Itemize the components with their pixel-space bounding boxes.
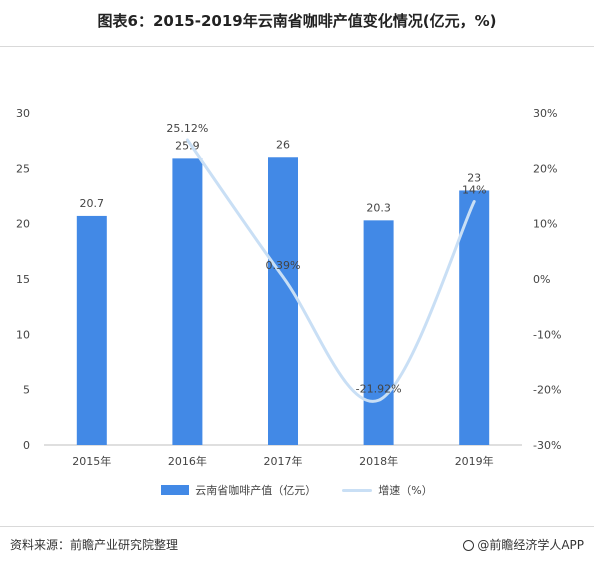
left-tick-label: 25 (16, 162, 30, 175)
bar-value-label: 23 (467, 171, 481, 184)
bar[interactable] (459, 190, 490, 445)
legend-bar-label: 云南省咖啡产值（亿元） (195, 484, 317, 497)
right-tick-label: 20% (533, 162, 557, 175)
left-tick-label: 20 (16, 218, 30, 231)
left-axis: 0 5 10 15 20 25 30 (16, 107, 30, 452)
bar[interactable] (268, 157, 298, 445)
left-tick-label: 0 (23, 439, 30, 452)
brand-text: @前瞻经济学人APP (477, 538, 584, 552)
right-tick-label: -30% (533, 439, 561, 452)
chart-title: 图表6：2015-2019年云南省咖啡产值变化情况(亿元，%) (97, 12, 497, 30)
left-tick-label: 30 (16, 107, 30, 120)
category-label: 2015年 (72, 454, 111, 468)
bar[interactable] (172, 158, 203, 445)
bar-series (76, 157, 490, 445)
growth-line (185, 138, 476, 403)
right-tick-label: -10% (533, 328, 561, 341)
bar[interactable] (363, 220, 394, 445)
left-tick-label: 5 (23, 384, 30, 397)
source-note: 资料来源：前瞻产业研究院整理 (10, 538, 179, 552)
left-tick-label: 10 (16, 328, 30, 341)
legend-line-swatch (342, 488, 373, 492)
right-tick-label: 30% (533, 107, 557, 120)
right-tick-label: 10% (533, 218, 557, 231)
growth-value-label: -21.92% (356, 382, 402, 395)
category-label: 2017年 (264, 454, 303, 468)
legend-line-label: 增速（%） (378, 484, 433, 497)
legend: 云南省咖啡产值（亿元） 增速（%） (0, 482, 594, 498)
legend-item-bar[interactable]: 云南省咖啡产值（亿元） (161, 482, 316, 498)
x-axis-labels: 2015年 2016年 2017年 2018年 2019年 (72, 454, 493, 468)
category-label: 2018年 (359, 454, 398, 468)
brand-credit: @前瞻经济学人APP (463, 536, 584, 553)
right-tick-label: 0% (533, 273, 550, 286)
right-tick-label: -20% (533, 384, 561, 397)
left-tick-label: 15 (16, 273, 30, 286)
footer-divider (0, 526, 594, 527)
line-labels: 25.12% 0.39% -21.92% 14% (166, 122, 486, 395)
category-label: 2019年 (455, 454, 494, 468)
legend-bar-swatch (161, 485, 190, 495)
category-label: 2016年 (168, 454, 207, 468)
legend-item-line[interactable]: 增速（%） (342, 482, 433, 498)
bar-value-label: 26 (276, 138, 290, 151)
bar[interactable] (76, 215, 107, 445)
title-divider (0, 46, 594, 47)
bar-value-label: 20.3 (366, 201, 391, 214)
growth-value-label: 0.39% (266, 259, 301, 272)
growth-value-label: 25.12% (166, 122, 208, 135)
bar-value-label: 20.7 (80, 197, 105, 210)
growth-value-label: 14% (462, 184, 486, 197)
brand-icon (463, 540, 475, 551)
right-axis: -30% -20% -10% 0% 10% 20% 30% (533, 107, 561, 452)
